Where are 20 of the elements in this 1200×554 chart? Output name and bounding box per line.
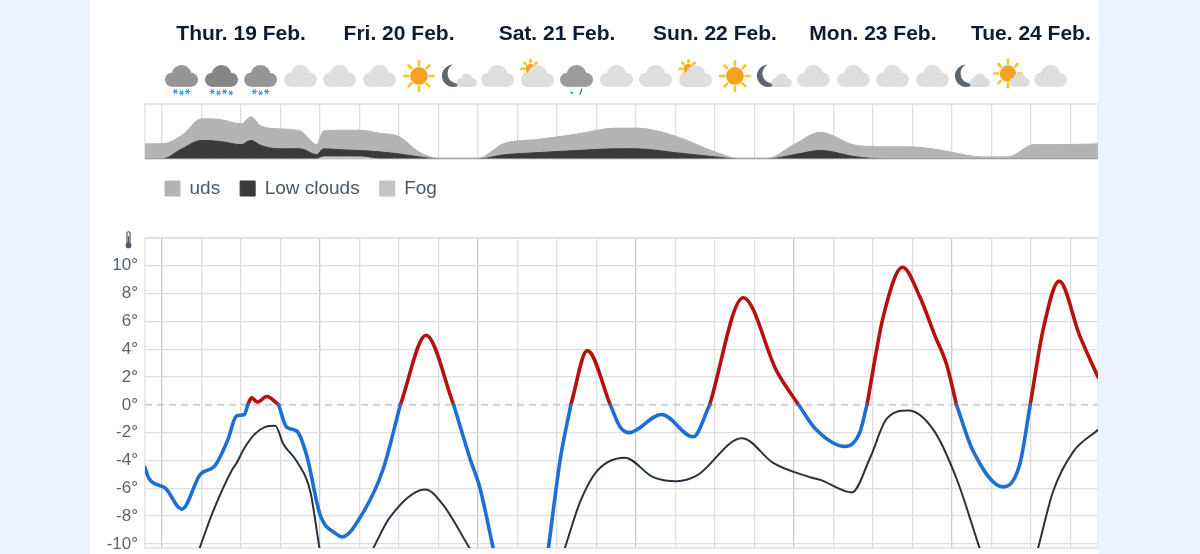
y-tick-label: 10°	[112, 255, 138, 275]
y-tick-label: -2°	[116, 422, 138, 442]
y-tick-label: 4°	[121, 338, 138, 358]
x-tick-label: Sun. 22 Feb.	[653, 21, 777, 45]
y-tick-label: 6°	[121, 311, 138, 331]
y-tick-label: 2°	[121, 366, 138, 386]
y-tick-label: -8°	[116, 505, 138, 525]
x-tick-label: Mon. 23 Feb.	[809, 21, 937, 45]
y-tick-label: -6°	[116, 477, 138, 497]
y-tick-label: 8°	[121, 283, 138, 303]
y-tick-label: -4°	[116, 450, 138, 470]
x-tick-label: Tue. 24 Feb.	[970, 21, 1091, 45]
x-tick-label: Sat. 21 Feb.	[498, 21, 616, 45]
x-tick-label: Fri. 20 Feb.	[343, 21, 455, 45]
legend-label: Fog	[404, 176, 437, 198]
y-tick-label: 0°	[121, 394, 138, 414]
y-tick-label: -10°	[106, 533, 138, 553]
legend-label: Low clouds	[264, 176, 360, 198]
x-tick-label: Thur. 19 Feb.	[176, 21, 306, 45]
legend-label: uds	[189, 176, 221, 198]
